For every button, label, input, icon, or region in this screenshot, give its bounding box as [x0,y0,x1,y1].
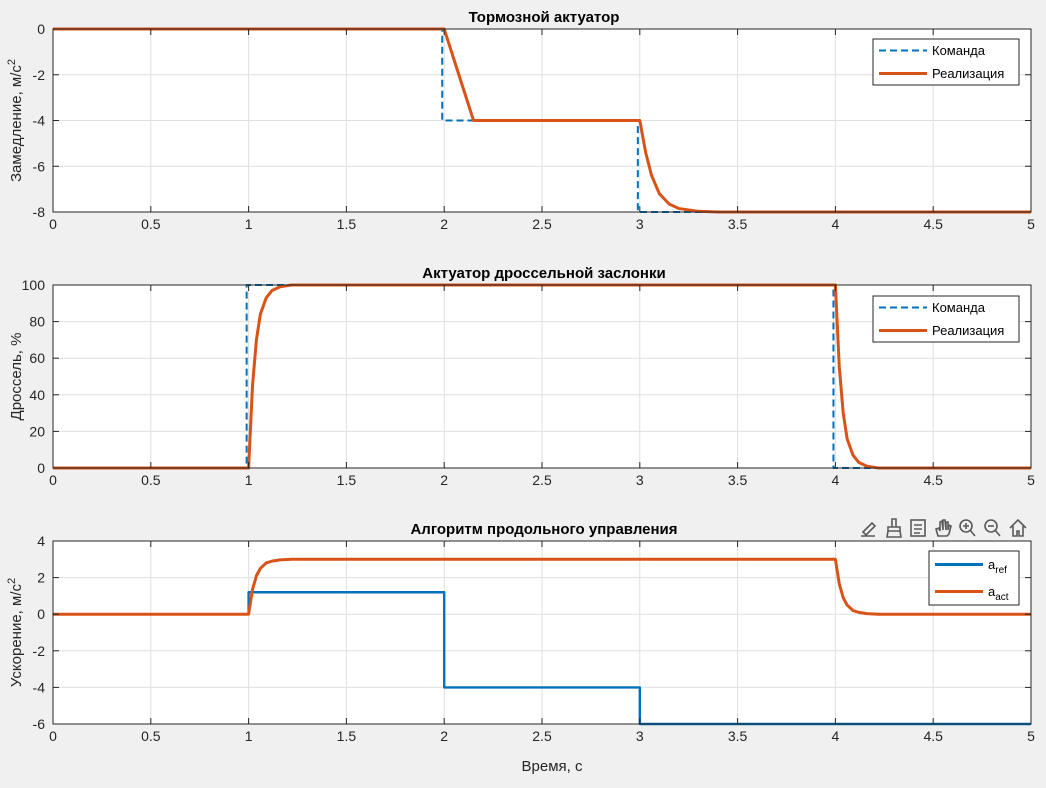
x-tick-label: 4.5 [923,472,943,488]
datatip-icon[interactable] [910,519,926,537]
x-tick-label: 1 [245,472,253,488]
y-tick-label: 80 [29,314,45,330]
legend-label-text: Команда [932,300,986,315]
axes-toolbar [861,518,1027,538]
series-line-2 [53,557,1031,616]
x-tick-label: 4 [832,472,840,488]
home-icon[interactable] [1009,518,1027,537]
y-tick-label: 0 [37,460,45,476]
zoom-in-icon[interactable] [959,519,976,537]
y-tick-label: -2 [33,643,46,659]
legend-label-text: Команда [932,43,986,58]
y-tick-label: 20 [29,423,45,439]
y-tick-label: 0 [37,21,45,37]
y-axis-label-text: Ускорение, м/с [8,584,25,688]
x-tick-label: 1.5 [337,472,357,488]
y-tick-label: 2 [37,570,45,586]
legend-label-1: Команда [932,300,986,315]
x-tick-label: 3 [636,472,644,488]
x-tick-label: 3.5 [728,728,748,744]
x-tick-label: 2 [440,728,448,744]
y-tick-label: 100 [22,277,46,293]
x-tick-label: 0.5 [141,728,161,744]
x-tick-label: 5 [1027,216,1035,232]
subplot-2: 0 0.5 1 1.5 2 2.5 3 3.5 4 4.5 5 0 20 40 60 80 100 Актуато… [8,265,1035,488]
y-axis-label: Ускорение, м/с2 [6,578,25,687]
legend-label-subscript: ref [995,565,1007,576]
x-tick-label: 2.5 [532,728,552,744]
legend: Команда Реализация [872,38,1020,86]
x-tick-label: 0 [49,472,57,488]
x-tick-label: 1 [245,216,253,232]
x-tick-label: 5 [1027,472,1035,488]
y-tick-label: -2 [33,67,46,83]
y-axis-label-superscript: 2 [6,59,18,65]
chart-title: Актуатор дроссельной заслонки [422,265,665,282]
y-tick-label: 0 [37,606,45,622]
y-tick-label: -6 [33,716,46,732]
legend-box [872,38,1020,86]
subplots: 0 0.5 1 1.5 2 2.5 3 3.5 4 4.5 5 -8 -6 -4 -2 0 Тормозной … [6,9,1035,775]
y-tick-label: -4 [33,113,46,129]
y-axis-label: Замедление, м/с2 [6,59,25,182]
x-tick-label: 5 [1027,728,1035,744]
legend-label-subscript: act [995,592,1009,603]
pan-icon[interactable] [935,519,952,537]
x-tick-label: 4 [832,728,840,744]
y-axis-label-text: Дроссель, % [8,333,25,421]
legend-label-2: aact [988,584,1009,603]
series-line-2 [53,27,1031,214]
chart-title: Алгоритм продольного управления [410,521,677,538]
x-tick-label: 3.5 [728,472,748,488]
legend-label-text: a [988,584,996,599]
subplot-1: 0 0.5 1 1.5 2 2.5 3 3.5 4 4.5 5 -8 -6 -4 -2 0 Тормозной … [6,9,1035,232]
x-tick-label: 1.5 [337,216,357,232]
x-tick-label: 0.5 [141,216,161,232]
x-tick-label: 0 [49,728,57,744]
legend-box [872,295,1020,343]
x-tick-label: 2 [440,472,448,488]
x-tick-label: 2.5 [532,216,552,232]
x-tick-label: 0 [49,216,57,232]
y-tick-label: -6 [33,158,46,174]
legend-label-1: Команда [932,43,986,58]
x-tick-label: 3.5 [728,216,748,232]
legend-label-2: Реализация [932,323,1004,338]
legend-box [928,550,1020,606]
brush-icon[interactable] [886,518,902,538]
x-tick-label: 4.5 [923,216,943,232]
zoom-out-icon[interactable] [984,519,1001,537]
legend-label-text: Реализация [932,66,1004,81]
x-tick-label: 4.5 [923,728,943,744]
y-axis-label: Дроссель, % [8,333,25,421]
y-tick-label: 4 [37,533,45,549]
y-tick-label: -8 [33,204,46,220]
legend-label-1: aref [988,557,1007,576]
x-tick-label: 2 [440,216,448,232]
export-icon[interactable] [861,521,877,537]
subplot-3: 0 0.5 1 1.5 2 2.5 3 3.5 4 4.5 5 -6 -4 -2 0 2 4 Алгоритм п… [6,521,1035,775]
legend: Команда Реализация [872,295,1020,343]
x-tick-label: 0.5 [141,472,161,488]
x-tick-label: 3 [636,216,644,232]
x-axis-label: Время, с [522,758,583,775]
x-tick-label: 3 [636,728,644,744]
y-axis-label-text: Замедление, м/с [8,65,25,182]
x-tick-label: 1 [245,728,253,744]
y-tick-label: 60 [29,350,45,366]
x-tick-label: 4 [832,216,840,232]
chart-title: Тормозной актуатор [469,9,620,26]
legend-label-2: Реализация [932,66,1004,81]
y-tick-label: 40 [29,387,45,403]
legend-label-text: Реализация [932,323,1004,338]
y-axis-label-superscript: 2 [6,578,18,584]
x-tick-label: 2.5 [532,472,552,488]
legend-label-text: a [988,557,996,572]
y-tick-label: -4 [33,679,46,695]
x-tick-label: 1.5 [337,728,357,744]
